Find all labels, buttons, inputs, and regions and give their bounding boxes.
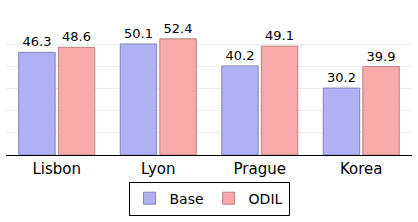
svg-text:Lyon: Lyon	[141, 160, 176, 178]
svg-text:Lisbon: Lisbon	[32, 160, 81, 178]
svg-text:Korea: Korea	[340, 160, 383, 178]
svg-text:ODIL: ODIL	[249, 191, 283, 207]
svg-text:40.2: 40.2	[225, 48, 254, 63]
svg-text:52.4: 52.4	[164, 21, 193, 36]
svg-text:39.9: 39.9	[367, 49, 396, 64]
svg-text:46.3: 46.3	[22, 34, 51, 49]
svg-text:Base: Base	[170, 191, 204, 207]
svg-text:30.2: 30.2	[327, 70, 356, 85]
svg-text:49.1: 49.1	[265, 28, 294, 43]
svg-text:50.1: 50.1	[124, 26, 153, 41]
svg-text:48.6: 48.6	[62, 29, 91, 44]
svg-text:Prague: Prague	[234, 160, 286, 178]
